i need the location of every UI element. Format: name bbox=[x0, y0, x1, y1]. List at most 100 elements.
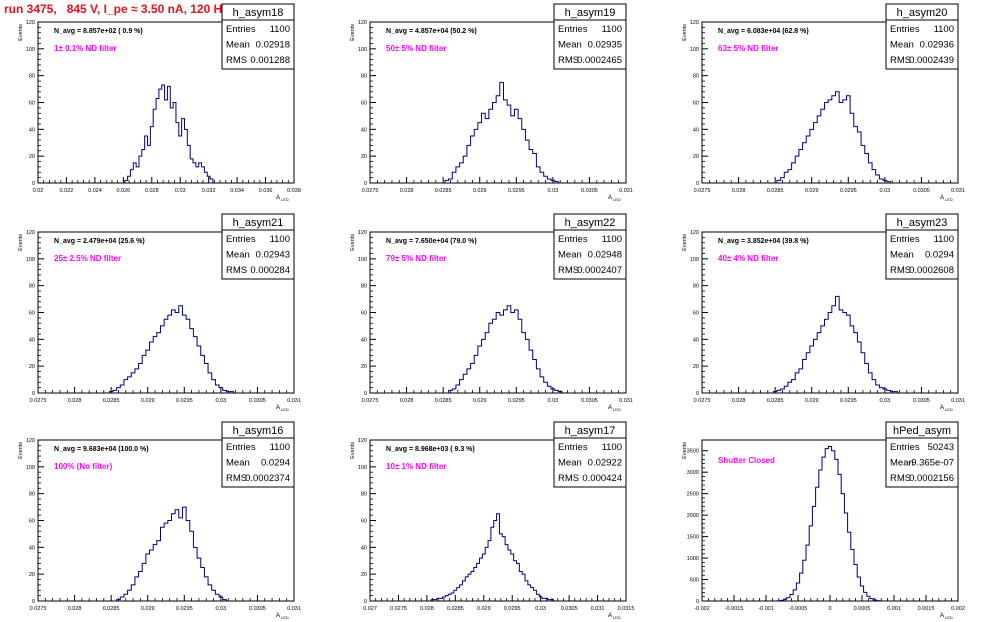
histogram-bin bbox=[555, 390, 559, 393]
x-tick-label: 0.029 bbox=[141, 606, 155, 612]
histogram-bin bbox=[190, 159, 193, 183]
y-tick-label: 0 bbox=[364, 181, 367, 187]
histogram-bin bbox=[879, 179, 883, 183]
histogram-bin bbox=[500, 82, 504, 183]
histogram-bin bbox=[124, 380, 128, 393]
x-tick-label: 0.0295 bbox=[840, 398, 857, 404]
histogram-panel-h_asym18: 0 20 40 60 80 100 120 0.02 0.022 0.024 0.026 0.028 0… bbox=[18, 3, 301, 202]
histogram-bin bbox=[145, 136, 148, 183]
histogram-bin bbox=[876, 385, 880, 393]
y-tick-label: 100 bbox=[690, 257, 699, 263]
y-tick-label: 80 bbox=[693, 284, 699, 290]
stats-label-rms: RMS bbox=[558, 265, 579, 276]
filter-label: 40± 4% ND filter bbox=[718, 254, 778, 263]
stats-label-entries: Entries bbox=[558, 234, 588, 245]
stats-label-entries: Entries bbox=[558, 442, 588, 453]
y-axis-label: Events bbox=[682, 24, 688, 41]
y-axis-label: Events bbox=[18, 24, 24, 41]
stats-value-mean: 0.02936 bbox=[920, 40, 954, 51]
histogram-bin bbox=[210, 179, 213, 183]
stats-box-title: h_asym21 bbox=[233, 217, 284, 229]
histogram-bin bbox=[223, 600, 227, 601]
histogram-bin bbox=[186, 521, 190, 602]
histogram-bin bbox=[843, 313, 847, 394]
filter-label: Shutter Closed bbox=[718, 456, 775, 465]
histogram-bin bbox=[204, 172, 207, 183]
x-axis-label: ALED bbox=[276, 405, 289, 412]
x-tick-label: 0.0275 bbox=[30, 398, 47, 404]
histogram-bin bbox=[499, 534, 502, 601]
y-axis-label: Events bbox=[682, 442, 688, 459]
histogram-bin bbox=[502, 537, 505, 601]
histogram-bin bbox=[202, 167, 205, 183]
histogram-bin bbox=[781, 389, 785, 393]
histogram-bin bbox=[522, 129, 526, 183]
histogram-bin bbox=[117, 600, 121, 601]
x-tick-label: 0.028 bbox=[145, 188, 159, 194]
x-tick-label: 0.029 bbox=[141, 398, 155, 404]
y-tick-label: 20 bbox=[29, 154, 35, 160]
x-tick-label: 0.028 bbox=[732, 188, 746, 194]
stats-value-entries: 1100 bbox=[270, 24, 290, 35]
histogram-bin bbox=[514, 109, 518, 183]
x-tick-label: 0.029 bbox=[805, 188, 819, 194]
histogram-bin bbox=[810, 346, 814, 393]
histogram-bin bbox=[161, 326, 165, 393]
histogram-bin bbox=[480, 558, 483, 601]
y-tick-label: 100 bbox=[26, 47, 35, 53]
histogram-bin bbox=[204, 577, 208, 601]
histogram-bin bbox=[529, 149, 533, 183]
histogram-line bbox=[772, 295, 899, 393]
histogram-line bbox=[776, 91, 891, 183]
histogram-bin bbox=[494, 521, 497, 602]
histogram-bin bbox=[434, 600, 437, 601]
x-tick-label: 0.03 bbox=[215, 398, 226, 404]
histogram-bin bbox=[865, 153, 869, 183]
histogram-bin bbox=[153, 545, 157, 601]
stats-box: h_asym18 Entries 1100 Mean 0.02918 RMS 0.00128… bbox=[221, 3, 295, 70]
x-tick-label: 0.0295 bbox=[840, 188, 857, 194]
y-tick-label: 60 bbox=[29, 311, 35, 317]
stats-value-rms: 0.0002374 bbox=[245, 473, 290, 484]
histogram-bin bbox=[467, 145, 471, 183]
stats-label-mean: Mean bbox=[226, 40, 250, 51]
x-tick-label: 0.038 bbox=[287, 188, 301, 194]
x-tick-label: 0.03 bbox=[547, 188, 558, 194]
histogram-bin bbox=[777, 180, 781, 183]
stats-box-title: h_asym23 bbox=[897, 217, 948, 229]
histogram-bin bbox=[197, 558, 201, 601]
navg-label: N_avg = 2.479e+04 (25.6 %) bbox=[54, 238, 145, 245]
stats-label-mean: Mean bbox=[558, 458, 582, 469]
histogram-bin bbox=[514, 310, 518, 393]
x-tick-label: 0.0285 bbox=[447, 606, 464, 612]
stats-value-mean: -9.365e-07 bbox=[908, 458, 954, 469]
histogram-bin bbox=[825, 103, 829, 184]
y-tick-label: 100 bbox=[26, 257, 35, 263]
x-tick-label: 0.026 bbox=[116, 188, 130, 194]
x-axis-label: ALED bbox=[608, 613, 621, 620]
histogram-bin bbox=[193, 547, 197, 601]
histogram-bin bbox=[828, 100, 832, 183]
histogram-bin bbox=[555, 182, 559, 183]
histogram-bin bbox=[448, 594, 451, 601]
histogram-bin bbox=[545, 598, 548, 601]
histogram-bin bbox=[489, 323, 493, 393]
x-axis-label: ALED bbox=[276, 613, 289, 620]
histogram-bin bbox=[496, 313, 500, 394]
histogram-bin bbox=[525, 140, 529, 183]
histogram-bin bbox=[819, 470, 822, 601]
histogram-bin bbox=[182, 507, 186, 601]
histogram-bin bbox=[131, 585, 135, 601]
histogram-bin bbox=[457, 588, 460, 601]
histogram-line bbox=[430, 513, 554, 601]
histogram-bin bbox=[503, 100, 507, 183]
x-tick-label: 0.0275 bbox=[362, 188, 379, 194]
y-tick-label: 120 bbox=[358, 230, 367, 236]
histogram-panel-h_asym23: 0 20 40 60 80 100 120 0.0275 0.028 0.0285 0.029 0.0… bbox=[682, 213, 965, 412]
histogram-bin bbox=[841, 494, 844, 601]
histogram-bin bbox=[197, 346, 201, 393]
histogram-bin bbox=[851, 549, 854, 601]
histogram-bin bbox=[478, 123, 482, 183]
histogram-bin bbox=[800, 573, 803, 601]
histogram-bin bbox=[173, 103, 176, 184]
